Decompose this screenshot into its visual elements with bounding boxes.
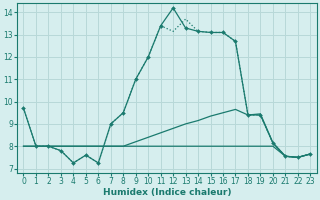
X-axis label: Humidex (Indice chaleur): Humidex (Indice chaleur) xyxy=(103,188,231,197)
